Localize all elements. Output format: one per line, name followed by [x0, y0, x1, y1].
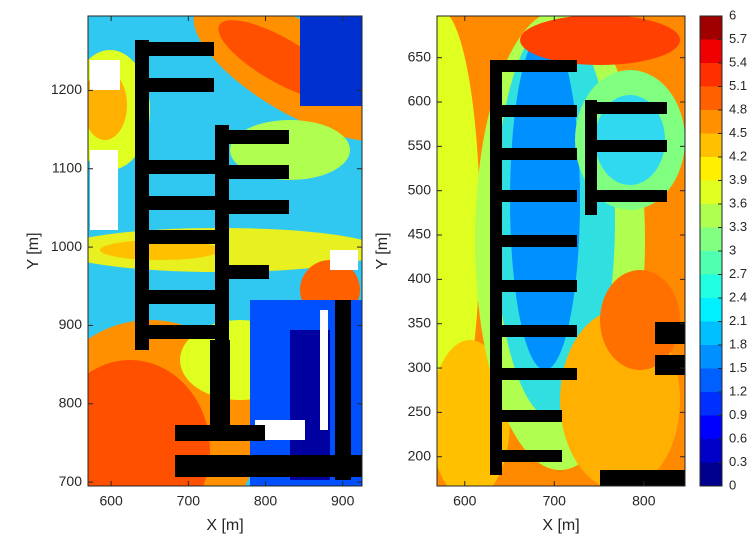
- y-tick-label: 300: [408, 359, 432, 375]
- colorbar-band: [700, 345, 722, 369]
- y-tick-label: 200: [408, 447, 432, 463]
- y-tick-label: 1000: [51, 238, 82, 254]
- colorbar-band: [700, 157, 722, 181]
- colorbar-tick-label: 2.1: [729, 313, 747, 328]
- y-tick-label: 550: [408, 137, 432, 153]
- x-tick-label: 900: [331, 493, 355, 509]
- x-tick-label: 800: [254, 493, 278, 509]
- colorbar-tick-label: 2.4: [729, 289, 747, 304]
- colorbar-band: [700, 227, 722, 251]
- colorbar-band: [700, 86, 722, 110]
- y-tick-label: 700: [59, 473, 83, 489]
- colorbar-band: [700, 180, 722, 204]
- colorbar-band: [700, 204, 722, 228]
- y-tick-label: 350: [408, 314, 432, 330]
- colorbar-tick-label: 6: [729, 7, 736, 22]
- colorbar-band: [700, 368, 722, 392]
- colorbar-tick-label: 0.6: [729, 430, 747, 445]
- y-tick-label: 650: [408, 48, 432, 64]
- x-tick-label: 600: [99, 493, 123, 509]
- y-tick-label: 800: [59, 394, 83, 410]
- contour-field: [88, 16, 362, 486]
- colorbar-band: [700, 415, 722, 439]
- colorbar-tick-label: 3: [729, 242, 736, 257]
- colorbar-tick-label: 0: [729, 477, 736, 492]
- y-tick-label: 400: [408, 270, 432, 286]
- colorbar-tick-label: 0.3: [729, 454, 747, 469]
- y-tick-label: 600: [408, 93, 432, 109]
- colorbar-band: [700, 462, 722, 486]
- colorbar-band: [700, 321, 722, 345]
- colorbar-tick-label: 3.9: [729, 172, 747, 187]
- colorbar-tick-label: 1.5: [729, 360, 747, 375]
- colorbar-band: [700, 251, 722, 275]
- colorbar-tick-label: 0.9: [729, 407, 747, 422]
- colorbar-band: [700, 16, 722, 40]
- colorbar-tick-label: 1.8: [729, 336, 747, 351]
- y-tick-label: 250: [408, 403, 432, 419]
- colorbar-band: [700, 274, 722, 298]
- y-tick-label: 500: [408, 181, 432, 197]
- x-axis-label: X [m]: [206, 517, 243, 534]
- colorbar-band: [700, 110, 722, 134]
- y-axis-label: Y [m]: [25, 232, 42, 269]
- colorbar-band: [700, 133, 722, 157]
- colorbar-tick-label: 3.3: [729, 219, 747, 234]
- y-tick-label: 450: [408, 226, 432, 242]
- y-axis-label: Y [m]: [374, 232, 391, 269]
- axes-frame: [87, 15, 363, 487]
- colorbar-band: [700, 439, 722, 463]
- colorbar-tick-label: 2.7: [729, 266, 747, 281]
- colorbar-band: [700, 392, 722, 416]
- colorbar-tick-label: 4.2: [729, 148, 747, 163]
- y-tick-label: 1200: [51, 81, 82, 97]
- x-tick-label: 800: [632, 493, 656, 509]
- colorbar-band: [700, 298, 722, 322]
- x-axis-label: X [m]: [542, 517, 579, 534]
- x-tick-label: 700: [177, 493, 201, 509]
- x-tick-label: 700: [543, 493, 567, 509]
- colorbar-tick-label: 4.5: [729, 125, 747, 140]
- colorbar-tick-label: 4.8: [729, 101, 747, 116]
- colorbar-band: [700, 39, 722, 63]
- contour-field: [437, 16, 685, 486]
- y-tick-label: 900: [59, 316, 83, 332]
- x-tick-label: 600: [453, 493, 477, 509]
- colorbar-tick-label: 1.2: [729, 383, 747, 398]
- axes-frame: [436, 15, 686, 487]
- colorbar-band: [700, 63, 722, 87]
- colorbar-tick-label: 5.7: [729, 31, 747, 46]
- colorbar-tick-label: 3.6: [729, 195, 747, 210]
- colorbar-tick-label: 5.1: [729, 78, 747, 93]
- colorbar-tick-label: 5.4: [729, 54, 747, 69]
- y-tick-label: 1100: [52, 159, 82, 175]
